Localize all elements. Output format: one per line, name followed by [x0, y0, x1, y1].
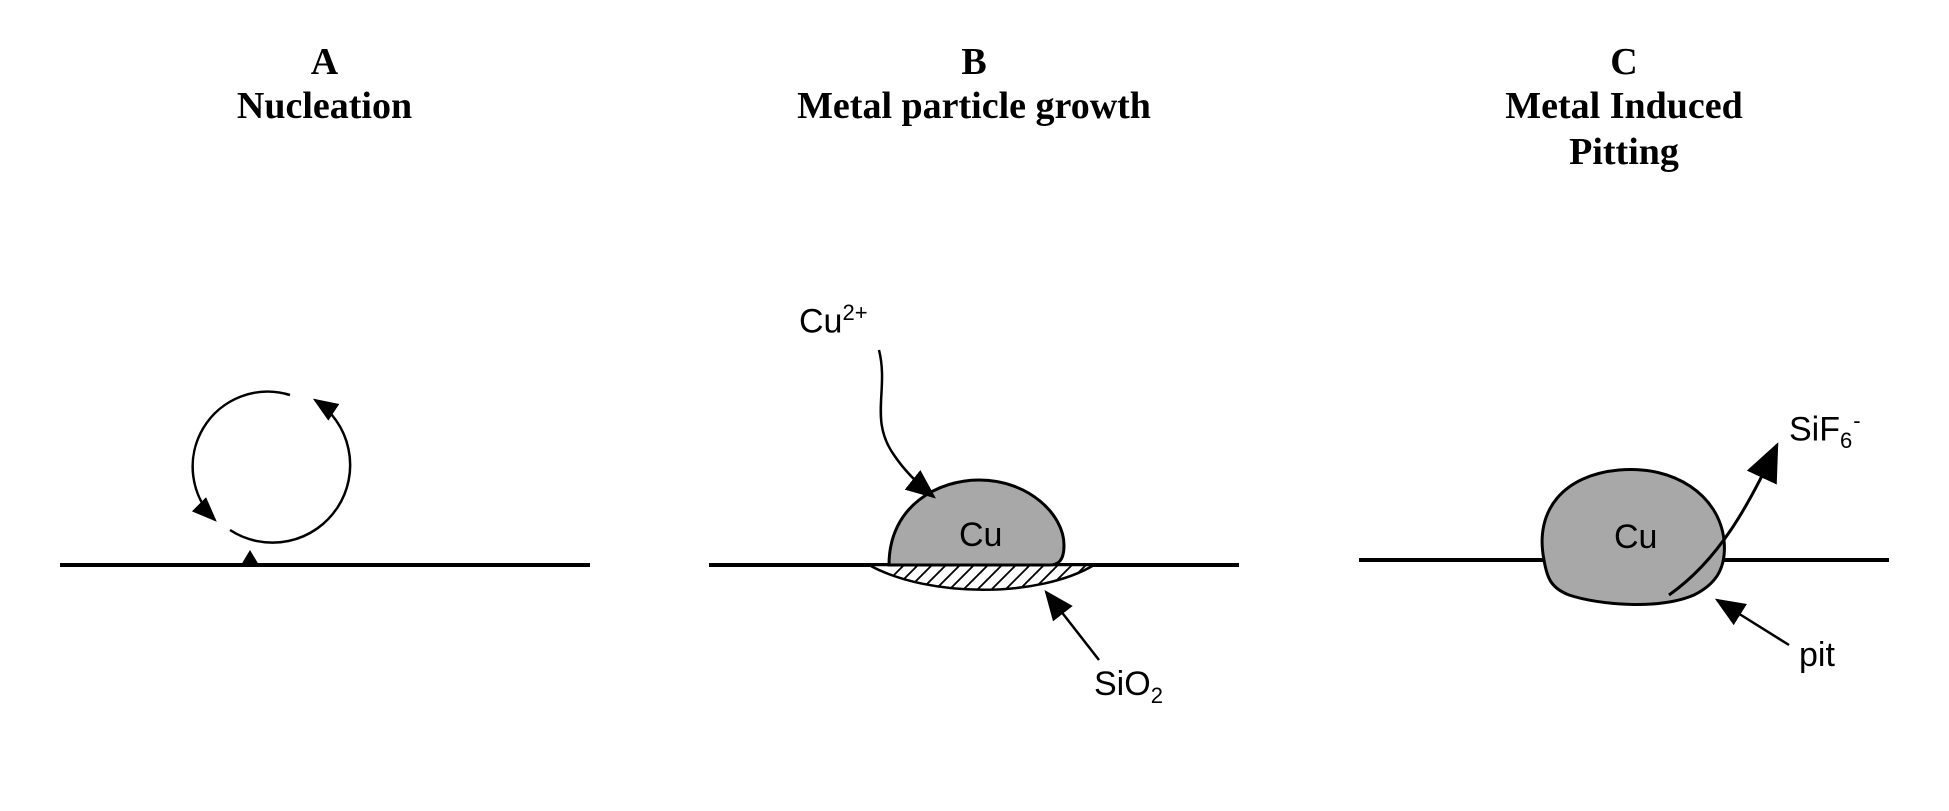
sif6-sup: - [1853, 408, 1860, 433]
panel-nucleation: A Nucleation [0, 0, 649, 811]
panel-growth: B Metal particle growth [649, 0, 1299, 811]
sif6-label: SiF6- [1789, 408, 1861, 454]
pit-label: pit [1799, 636, 1835, 675]
sif6-text: SiF [1789, 410, 1840, 448]
sif6-sub: 6 [1840, 428, 1852, 453]
cu2plus-label: Cu2+ [799, 300, 868, 341]
sio2-label: SiO2 [1094, 665, 1163, 709]
sio2-arrow [1046, 592, 1099, 660]
cycle-arrow-left [193, 392, 290, 520]
panel-pitting: C Metal Induced Pitting Cu SiF6- pit [1299, 0, 1949, 811]
panel-a-diagram [0, 0, 649, 811]
cu2plus-arrow [879, 350, 934, 497]
cu2plus-sup: 2+ [842, 300, 867, 325]
pit-label-text: pit [1799, 636, 1835, 674]
cu-label: Cu [1614, 518, 1657, 557]
nucleus-icon [241, 550, 259, 565]
panel-c-diagram [1299, 0, 1949, 811]
cycle-arrow-right [230, 400, 350, 543]
sio2-text: SiO [1094, 665, 1151, 703]
cu-label: Cu [959, 516, 1002, 555]
cu-label-text: Cu [959, 516, 1002, 554]
cu2plus-text: Cu [799, 302, 842, 340]
pit-arrow [1717, 600, 1789, 645]
panel-b-diagram [649, 0, 1299, 811]
sio2-sub: 2 [1151, 683, 1163, 708]
cu-label-text: Cu [1614, 518, 1657, 556]
